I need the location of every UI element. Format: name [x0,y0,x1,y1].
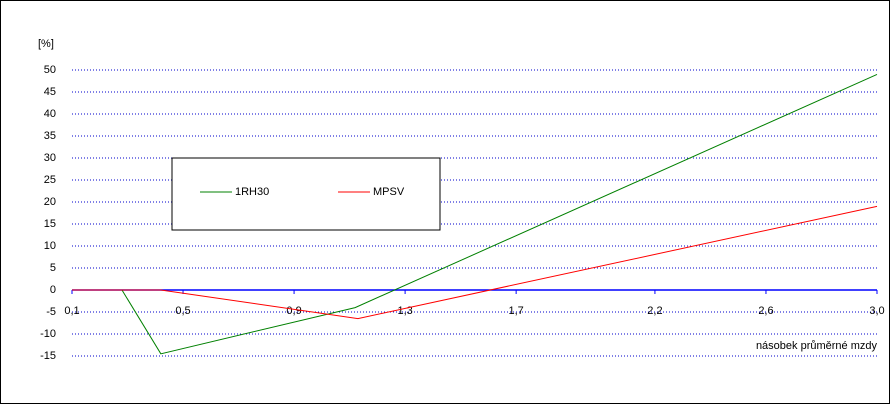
x-tick-label: 3,0 [869,305,884,317]
x-tick-label: 1,3 [397,305,412,317]
legend-label: 1RH30 [235,186,269,198]
legend-label: MPSV [373,186,405,198]
x-tick-label: 2,6 [758,305,773,317]
y-tick-label: 15 [44,218,56,230]
y-tick-label: -5 [46,306,56,318]
x-tick-label: 0,5 [175,305,190,317]
x-tick-label: 1,7 [508,305,523,317]
y-tick-label: -10 [40,328,56,340]
x-axis-label: násobek průměrné mzdy [756,340,878,352]
y-tick-label: 35 [44,130,56,142]
legend [171,157,441,231]
y-tick-label: 40 [44,108,56,120]
y-tick-label: 30 [44,152,56,164]
y-tick-label: 50 [44,64,56,76]
x-tick-label: 0,1 [64,305,79,317]
y-tick-label: -15 [40,350,56,362]
y-tick-label: 45 [44,86,56,98]
y-tick-label: 0 [50,284,56,296]
x-tick-label: 2,2 [647,305,662,317]
y-tick-label: 25 [44,174,56,186]
line [72,205,878,320]
x-tick-label: 0,9 [286,305,301,317]
y-tick-label: 5 [50,262,56,274]
y-tick-label: 20 [44,196,56,208]
y-tick-label: 10 [44,240,56,252]
y-axis-label: [%] [38,38,54,50]
